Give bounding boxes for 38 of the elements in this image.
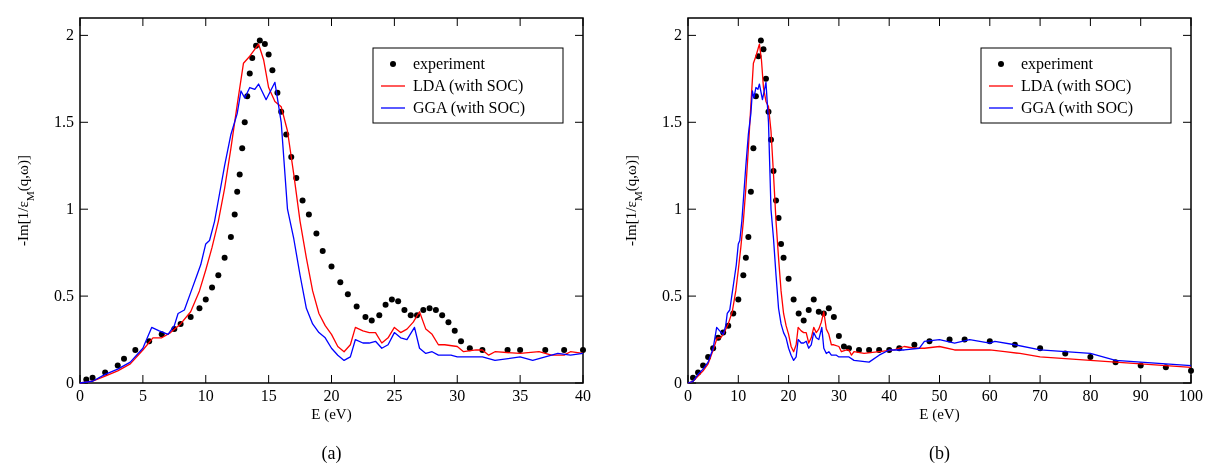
x-axis-title: E (eV)	[311, 406, 352, 423]
legend-label: LDA (with SOC)	[413, 77, 524, 95]
legend-label: GGA (with SOC)	[413, 99, 526, 117]
x-tick-label: 35	[512, 387, 529, 404]
x-tick-label: 10	[730, 387, 747, 404]
y-tick-label: 0	[66, 374, 74, 391]
x-tick-label: 15	[260, 387, 277, 404]
x-tick-label: 25	[386, 387, 403, 404]
y-tick-label: 0.5	[662, 287, 682, 305]
x-tick-label: 50	[931, 387, 948, 404]
y-tick-label: 0.5	[54, 287, 74, 305]
legend-label: experiment	[1021, 55, 1094, 73]
x-tick-label: 30	[830, 387, 847, 404]
x-tick-label: 40	[881, 387, 898, 404]
legend-label: experiment	[413, 55, 486, 73]
legend-label: GGA (with SOC)	[1021, 99, 1134, 117]
x-axis-title: E (eV)	[919, 406, 960, 423]
text: (a)	[321, 443, 342, 464]
x-tick-label: 100	[1179, 387, 1203, 404]
x-tick-label: 90	[1132, 387, 1149, 404]
y-tick-label: 0	[674, 374, 682, 391]
x-tick-label: 60	[981, 387, 998, 404]
y-tick-label: 1.5	[662, 113, 682, 131]
text: (b)	[929, 443, 950, 464]
x-tick-label: 70	[1032, 387, 1049, 404]
x-tick-label: 10	[197, 387, 214, 404]
y-tick-label: 2	[674, 26, 682, 44]
y-tick-label: 2	[66, 26, 74, 44]
y-tick-label: 1	[66, 200, 74, 218]
x-tick-label: 20	[323, 387, 340, 404]
x-tick-label: 30	[449, 387, 466, 404]
y-tick-label: 1.5	[54, 113, 74, 131]
legend-label: LDA (with SOC)	[1021, 77, 1132, 95]
y-tick-label: 1	[674, 200, 682, 218]
x-tick-label: 80	[1082, 387, 1099, 404]
x-tick-label: 40	[575, 387, 591, 404]
x-tick-label: 20	[780, 387, 797, 404]
x-tick-label: 5	[138, 387, 147, 404]
